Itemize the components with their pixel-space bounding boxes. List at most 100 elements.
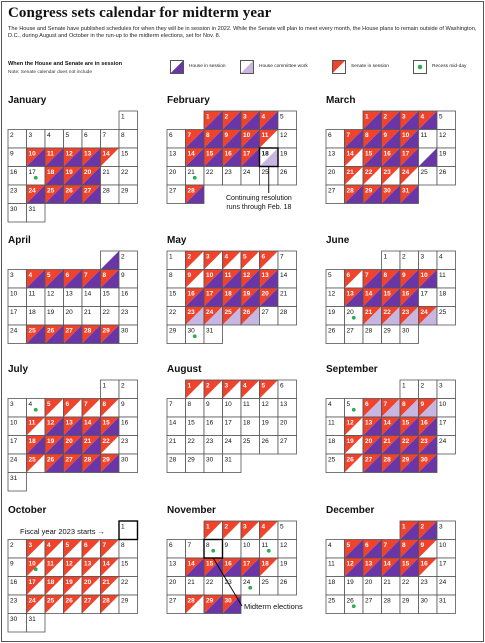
- day-cell: 15: [362, 147, 382, 167]
- house-session-mark: [381, 148, 400, 167]
- day-cell: 10: [7, 287, 27, 307]
- day-cell: 16: [203, 416, 223, 436]
- day-number: 19: [66, 169, 74, 176]
- day-cell: 2: [418, 520, 438, 540]
- day-number: 24: [29, 598, 37, 605]
- day-number: 5: [280, 524, 284, 531]
- day-number: 31: [10, 475, 18, 482]
- day-cell: 4: [222, 250, 242, 270]
- house-session-mark: [381, 454, 400, 473]
- day-cell: 10: [26, 557, 46, 577]
- day-number: 5: [328, 272, 332, 279]
- house-session-mark: [363, 269, 382, 288]
- day-number: 5: [66, 132, 70, 139]
- day-cell: 16: [418, 416, 438, 436]
- day-number: 24: [225, 438, 233, 445]
- day-number: 12: [66, 561, 74, 568]
- day-number: 16: [10, 579, 18, 586]
- house-session-mark: [204, 306, 223, 325]
- day-number: 15: [206, 151, 214, 158]
- senate-session-mark: [26, 558, 45, 577]
- day-number: 28: [84, 328, 92, 335]
- day-number: 10: [243, 132, 251, 139]
- senate-session-mark: [241, 251, 260, 270]
- day-number: 2: [421, 524, 425, 531]
- day-cell: 15: [118, 557, 138, 577]
- day-number: 18: [47, 579, 55, 586]
- day-number: 30: [421, 457, 429, 464]
- house-session-mark: [45, 148, 64, 167]
- day-cell: 8: [362, 129, 382, 149]
- day-number: 9: [402, 272, 406, 279]
- house-session-mark: [241, 269, 260, 288]
- day-cell: 15: [399, 557, 419, 577]
- senate-session-mark: [185, 380, 204, 399]
- house-session-mark: [45, 185, 64, 204]
- day-cell: 14: [81, 287, 101, 307]
- day-number: 8: [206, 132, 210, 139]
- day-number: 4: [262, 524, 266, 531]
- day-cell: 3: [240, 520, 260, 540]
- day-cell: 31: [203, 324, 223, 344]
- senate-session-mark: [259, 129, 278, 148]
- day-cell: 11: [240, 398, 260, 418]
- day-number: 24: [402, 169, 410, 176]
- day-cell: 15: [203, 147, 223, 167]
- day-number: 26: [280, 169, 288, 176]
- day-number: 5: [347, 401, 351, 408]
- day-number: 27: [262, 309, 270, 316]
- day-cell: 4: [259, 110, 279, 130]
- day-number: 18: [328, 579, 336, 586]
- day-number: 29: [402, 598, 410, 605]
- day-number: 28: [103, 188, 111, 195]
- day-number: 13: [328, 151, 336, 158]
- day-number: 28: [384, 598, 392, 605]
- day-number: 8: [103, 272, 107, 279]
- senate-session-mark: [45, 595, 64, 614]
- day-cell: 14: [100, 147, 120, 167]
- day-cell: 24: [26, 184, 46, 204]
- day-cell: 2: [418, 379, 438, 399]
- day-cell: 16: [118, 416, 138, 436]
- day-number: 7: [384, 542, 388, 549]
- day-number: 14: [188, 151, 196, 158]
- day-cell: 6: [166, 539, 186, 559]
- day-cell: 25: [222, 306, 242, 326]
- day-cell: 10: [436, 398, 456, 418]
- day-number: 25: [29, 457, 37, 464]
- day-cell: 23: [399, 306, 419, 326]
- day-cell: 21: [185, 576, 205, 596]
- day-cell: 5: [240, 250, 260, 270]
- house-session-mark: [381, 129, 400, 148]
- day-number: 9: [121, 272, 125, 279]
- day-cell: 25: [325, 453, 345, 473]
- day-cell: 26: [44, 453, 64, 473]
- day-number: 10: [243, 542, 251, 549]
- day-cell: 21: [362, 306, 382, 326]
- day-cell: 18: [26, 306, 46, 326]
- day-cell: 20: [166, 576, 186, 596]
- senate-session-mark: [344, 435, 363, 454]
- day-cell: 13: [81, 557, 101, 577]
- day-number: 10: [10, 420, 18, 427]
- day-cell: 20: [325, 166, 345, 186]
- day-cell: 9: [185, 269, 205, 289]
- senate-session-mark: [82, 539, 101, 558]
- day-cell: 24: [436, 435, 456, 455]
- day-number: 24: [10, 328, 18, 335]
- midterm-annotation: Midterm elections: [244, 602, 303, 611]
- day-cell: 14: [166, 416, 186, 436]
- day-cell: 2: [399, 250, 419, 270]
- house-session-mark: [82, 269, 101, 288]
- day-number: 9: [206, 401, 210, 408]
- senate-session-mark: [185, 269, 204, 288]
- day-cell: 18: [418, 147, 438, 167]
- house-session-mark: [400, 288, 419, 307]
- day-cell: 5: [259, 379, 279, 399]
- day-cell: 20: [81, 576, 101, 596]
- senate-session-mark: [344, 269, 363, 288]
- senate-swatch: [332, 60, 346, 74]
- senate-session-mark: [222, 380, 241, 399]
- house-session-mark: [100, 251, 119, 270]
